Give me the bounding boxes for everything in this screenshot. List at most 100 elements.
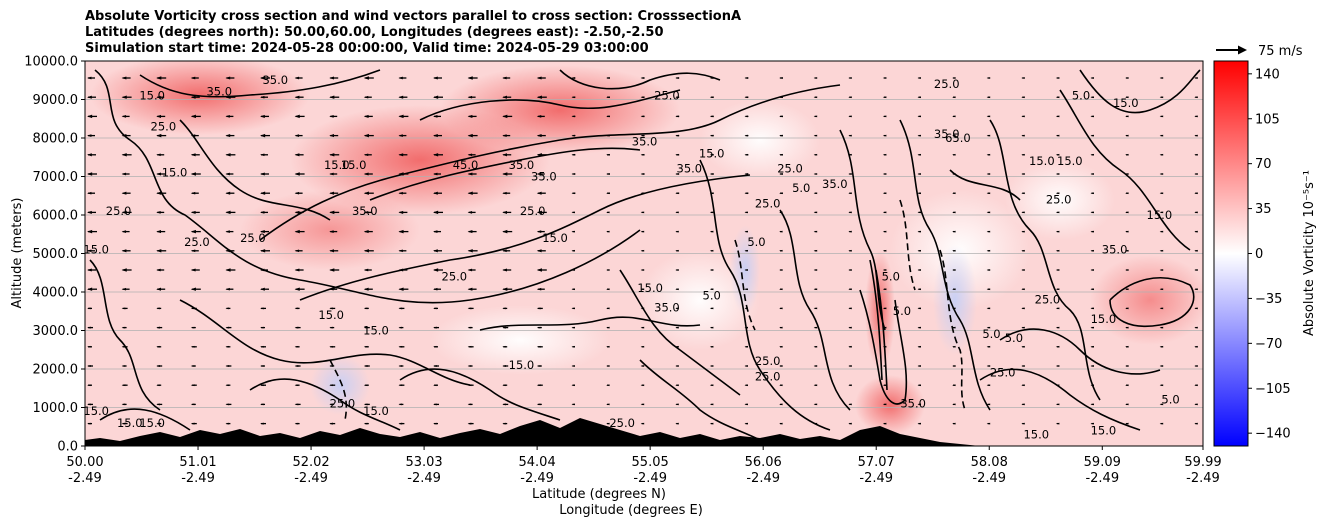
wind-vector: [398, 95, 408, 99]
wind-vector: [882, 307, 887, 310]
wind-vector: [744, 211, 748, 214]
wind-vector: [121, 76, 131, 80]
wind-vector: [1090, 249, 1094, 252]
wind-vector: [640, 77, 645, 79]
contour-label: 5.0: [792, 181, 810, 195]
wind-vector: [433, 76, 442, 80]
wind-vector: [156, 365, 163, 367]
wind-vector: [294, 134, 303, 137]
wind-vector: [606, 77, 610, 79]
wind-vector: [398, 134, 407, 137]
wind-vector: [190, 365, 196, 367]
wind-vector: [190, 95, 200, 99]
wind-vector: [502, 191, 511, 195]
wind-vector: [882, 403, 887, 406]
wind-vector: [952, 249, 956, 252]
wind-vector: [260, 268, 268, 272]
wind-vector: [606, 115, 610, 118]
wind-vector: [779, 153, 783, 156]
wind-vector: [848, 403, 852, 406]
wind-vector: [779, 173, 783, 175]
wind-vector: [536, 249, 546, 253]
wind-vector: [1159, 365, 1164, 367]
wind-vector: [1125, 365, 1129, 367]
wind-vector: [190, 345, 197, 348]
wind-vector: [398, 422, 405, 425]
wind-vector: [606, 211, 610, 214]
wind-vector: [398, 326, 404, 329]
wind-vector: [467, 230, 477, 234]
wind-vector: [813, 326, 818, 329]
wind-vector: [225, 76, 235, 80]
wind-vector: [917, 345, 921, 348]
wind-vector: [329, 403, 335, 406]
wind-vector: [1090, 384, 1094, 387]
wind-vector: [779, 211, 783, 214]
wind-vector: [606, 307, 610, 310]
contour-label: 25.0: [934, 77, 960, 91]
contour-label: 35.0: [531, 169, 557, 183]
wind-vector: [190, 326, 196, 329]
colorbar-label: Absolute Vorticity 10⁻⁵s⁻¹: [1302, 170, 1317, 336]
wind-vector: [121, 191, 131, 195]
wind-vector: [640, 345, 645, 348]
wind-vector: [917, 365, 921, 367]
wind-vector: [156, 133, 167, 138]
wind-vector: [398, 153, 408, 157]
contour-label: 35.0: [509, 158, 535, 172]
wind-vector: [190, 134, 199, 137]
wind-vector: [502, 268, 512, 272]
wind-vector: [1055, 307, 1060, 310]
wind-vector: [433, 191, 442, 195]
chart-title: Absolute Vorticity cross section and win…: [85, 9, 741, 57]
contour-label: 15.0: [83, 404, 109, 418]
x-tick-label-longitude: -2.49: [407, 471, 441, 486]
x-tick-label-latitude: 58.08: [971, 455, 1008, 470]
wind-vector: [813, 153, 818, 156]
wind-vector: [1055, 115, 1060, 118]
wind-vector: [294, 229, 305, 234]
wind-vector: [156, 153, 165, 157]
wind-vector: [606, 384, 610, 387]
wind-vector: [882, 326, 887, 329]
wind-vector: [848, 422, 852, 425]
wind-vector: [1194, 307, 1198, 310]
wind-vector: [571, 115, 576, 118]
wind-vector: [675, 269, 679, 271]
y-tick-label: 4000.0: [33, 286, 79, 301]
wind-vector: [744, 422, 748, 425]
wind-vector: [779, 288, 783, 291]
wind-vector: [363, 384, 369, 387]
wind-vector: [121, 345, 128, 348]
wind-vector: [917, 96, 921, 99]
wind-vector: [329, 326, 335, 329]
wind-vector: [87, 345, 92, 348]
wind-vector: [1125, 384, 1129, 387]
wind-vector: [848, 326, 852, 329]
wind-vector: [1159, 192, 1164, 195]
wind-vector: [87, 229, 97, 234]
contour-label: 25.0: [330, 397, 356, 411]
wind-vector: [363, 249, 374, 253]
wind-vector: [536, 191, 546, 195]
wind-vector: [1090, 269, 1094, 271]
wind-vector: [882, 365, 887, 367]
wind-vector: [1125, 345, 1129, 348]
terrain: [85, 418, 980, 446]
wind-vector: [260, 384, 266, 387]
x-tick-label-latitude: 59.99: [1184, 455, 1221, 470]
wind-vector: [606, 153, 610, 156]
wind-vector: [190, 268, 200, 272]
wind-vector: [848, 96, 852, 99]
colorbar-tick-label: −140: [1255, 427, 1291, 442]
wind-vector: [294, 384, 300, 387]
wind-vector: [917, 269, 921, 271]
contour-label: 15.0: [1023, 427, 1049, 441]
wind-vector: [986, 345, 991, 348]
wind-vector: [1055, 249, 1060, 252]
wind-vector: [156, 403, 163, 406]
wind-vector: [952, 115, 956, 118]
wind-vector: [571, 230, 575, 233]
wind-vector: [640, 230, 645, 233]
wind-vector: [1090, 345, 1094, 348]
